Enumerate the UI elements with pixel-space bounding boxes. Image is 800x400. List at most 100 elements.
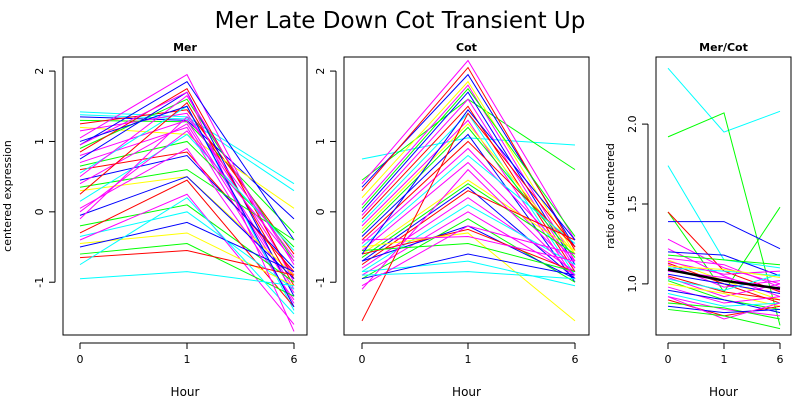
series-line [361, 66, 576, 251]
series-line [667, 277, 781, 298]
series-line [361, 183, 576, 258]
plot-box [343, 56, 590, 336]
x-tick-label: 0 [359, 353, 366, 366]
series-line [361, 91, 576, 265]
series-line [361, 225, 576, 287]
y-tick-label: 0 [33, 208, 46, 215]
y-tick-label: 1.0 [626, 275, 639, 293]
series-line [667, 67, 781, 133]
panel-title: Cot [456, 41, 477, 54]
series-line [79, 73, 295, 283]
series-line [79, 112, 295, 276]
series-line [361, 87, 576, 237]
plot-box [62, 56, 308, 336]
x-axis-label: Hour [709, 385, 738, 399]
y-axis-label: ratio of uncentered [604, 143, 617, 249]
series-line [361, 59, 576, 241]
y-axis: -1 0 1 2 [314, 68, 337, 288]
y-tick-label: 1 [33, 138, 46, 145]
series-line [361, 161, 576, 269]
series-line [667, 308, 781, 330]
series-line [361, 235, 576, 262]
series-line [361, 108, 576, 255]
series-line [361, 140, 576, 248]
series-line [361, 260, 576, 287]
series-line [79, 250, 295, 276]
series-line [667, 273, 781, 294]
series-line [79, 271, 295, 287]
series-line [361, 154, 576, 248]
series-line [361, 197, 576, 273]
panel-2: Cot 0 1 6 Hour -1 0 1 2 [314, 41, 590, 399]
x-tick-label: 6 [572, 353, 579, 366]
panel-3: Mer/Cot 0 1 6 Hour 1.0 1.5 2.0 ratio of uncenter… [604, 41, 792, 399]
series-line [361, 137, 576, 160]
series-line [667, 305, 781, 314]
x-tick-label: 0 [665, 353, 672, 366]
x-tick-label: 6 [291, 353, 298, 366]
series-line [79, 119, 295, 290]
x-tick-label: 1 [721, 353, 728, 366]
x-tick-label: 6 [777, 353, 784, 366]
series-line [667, 251, 781, 277]
x-axis-label: Hour [171, 385, 200, 399]
series-line [361, 119, 576, 279]
series-line [667, 286, 781, 304]
series-line [79, 105, 295, 308]
series-line [79, 242, 295, 297]
series-line [361, 253, 576, 280]
y-axis: 1.0 1.5 2.0 ratio of uncentered [604, 115, 649, 293]
y-tick-label: 2 [314, 68, 327, 75]
x-axis: 0 1 6 Hour [665, 342, 784, 399]
series-line [361, 190, 576, 266]
y-tick-label: 1.5 [626, 195, 639, 213]
series-line [361, 186, 576, 280]
y-axis: -1 0 1 2 centered expression [1, 68, 56, 288]
series-line [667, 238, 781, 285]
series-line [361, 232, 576, 322]
series-line [667, 267, 781, 277]
series-line [79, 109, 295, 255]
series-line [361, 243, 576, 273]
x-axis: 0 1 6 Hour [77, 342, 298, 399]
series-line [361, 179, 576, 255]
series-line [361, 211, 576, 276]
series-line [79, 101, 295, 286]
series-line [667, 112, 781, 326]
series-line [79, 204, 295, 283]
series-line [79, 197, 295, 315]
plot-box [655, 56, 792, 336]
series-line [667, 283, 781, 307]
series-line [667, 254, 781, 266]
series-line [667, 296, 781, 317]
series-line [361, 228, 576, 273]
series-line [79, 94, 295, 265]
series-line [79, 91, 295, 332]
series-line [667, 292, 781, 307]
panel-title: Mer/Cot [699, 41, 748, 54]
series-line [667, 273, 781, 291]
y-tick-label: 2.0 [626, 115, 639, 133]
series-line [79, 133, 295, 251]
x-tick-label: 1 [465, 353, 472, 366]
series-line [79, 154, 295, 269]
y-axis-label: centered expression [1, 140, 14, 252]
series-line [79, 211, 295, 290]
y-tick-label: -1 [314, 277, 327, 288]
series-line [79, 87, 295, 279]
series-line [667, 268, 781, 290]
series-lines [667, 67, 781, 330]
panels: Mer 0 1 6 Hour -1 0 1 2 centered expression Cot 0 1 6… [1, 41, 792, 399]
series-line [361, 105, 576, 272]
x-tick-label: 1 [184, 353, 191, 366]
series-line [79, 130, 295, 262]
panel-1: Mer 0 1 6 Hour -1 0 1 2 centered expression [1, 41, 308, 399]
series-lines [79, 73, 295, 332]
series-line [79, 80, 295, 241]
series-line [79, 221, 295, 273]
series-line [79, 169, 295, 241]
series-line [668, 221, 781, 250]
y-tick-label: 0 [314, 208, 327, 215]
series-line [79, 119, 295, 234]
